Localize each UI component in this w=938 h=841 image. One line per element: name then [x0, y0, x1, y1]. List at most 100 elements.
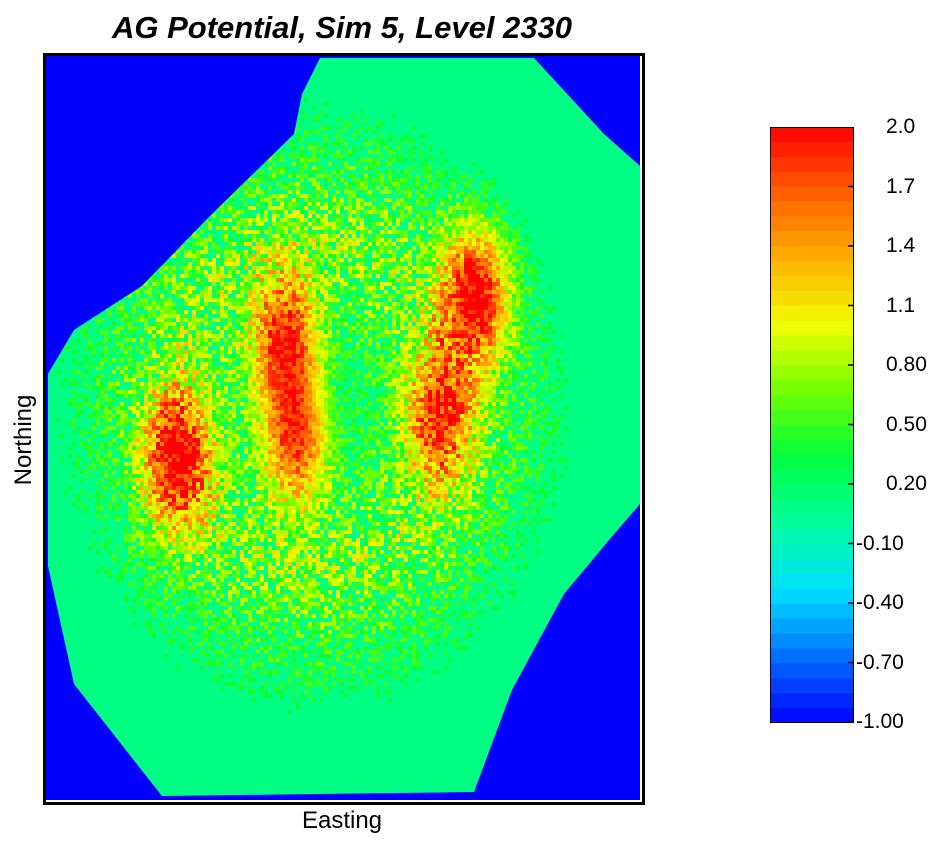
heatmap-cell	[488, 186, 492, 190]
heatmap-cell	[352, 166, 356, 170]
heatmap-cell	[556, 366, 560, 370]
heatmap-cell	[380, 294, 384, 298]
heatmap-cell	[312, 366, 316, 370]
heatmap-cell	[360, 218, 364, 222]
heatmap-cell	[300, 222, 304, 226]
heatmap-cell	[240, 294, 244, 298]
heatmap-cell	[436, 286, 440, 290]
heatmap-cell	[252, 346, 256, 350]
heatmap-cell	[192, 326, 196, 330]
heatmap-cell	[276, 382, 280, 386]
heatmap-cell	[512, 270, 516, 274]
heatmap-cell	[420, 150, 424, 154]
heatmap-cell	[260, 170, 264, 174]
heatmap-cell	[300, 166, 304, 170]
heatmap-cell	[340, 146, 344, 150]
heatmap-cell	[520, 326, 524, 330]
heatmap-cell	[336, 178, 340, 182]
heatmap-cell	[516, 246, 520, 250]
heatmap-cell	[492, 282, 496, 286]
heatmap-cell	[232, 262, 236, 266]
heatmap-cell	[464, 394, 468, 398]
heatmap-cell	[468, 378, 472, 382]
heatmap-cell	[440, 278, 444, 282]
heatmap-cell	[284, 266, 288, 270]
heatmap-cell	[324, 218, 328, 222]
heatmap-cell	[160, 318, 164, 322]
heatmap-cell	[312, 118, 316, 122]
heatmap-cell	[324, 294, 328, 298]
heatmap-cell	[276, 250, 280, 254]
heatmap-cell	[492, 330, 496, 334]
heatmap-cell	[288, 374, 292, 378]
heatmap-cell	[156, 386, 160, 390]
heatmap-cell	[356, 378, 360, 382]
heatmap-cell	[312, 386, 316, 390]
heatmap-cell	[316, 238, 320, 242]
heatmap-cell	[256, 274, 260, 278]
heatmap-cell	[244, 362, 248, 366]
heatmap-cell	[492, 302, 496, 306]
heatmap-cell	[308, 362, 312, 366]
heatmap-cell	[208, 334, 212, 338]
heatmap-cell	[296, 318, 300, 322]
heatmap-cell	[280, 330, 284, 334]
heatmap-cell	[388, 298, 392, 302]
heatmap-cell	[292, 222, 296, 226]
heatmap-cell	[432, 322, 436, 326]
heatmap-cell	[236, 362, 240, 366]
heatmap-cell	[464, 270, 468, 274]
heatmap-cell	[244, 350, 248, 354]
heatmap-cell	[352, 286, 356, 290]
heatmap-cell	[172, 386, 176, 390]
heatmap-cell	[392, 330, 396, 334]
heatmap-cell	[104, 378, 108, 382]
heatmap-cell	[232, 274, 236, 278]
heatmap-cell	[508, 250, 512, 254]
heatmap-cell	[280, 362, 284, 366]
heatmap-cell	[236, 290, 240, 294]
heatmap-cell	[256, 330, 260, 334]
heatmap-cell	[400, 202, 404, 206]
heatmap-cell	[272, 214, 276, 218]
heatmap-cell	[312, 218, 316, 222]
heatmap-cell	[296, 242, 300, 246]
heatmap-cell	[360, 374, 364, 378]
heatmap-cell	[300, 386, 304, 390]
heatmap-cell	[316, 190, 320, 194]
heatmap-cell	[308, 290, 312, 294]
heatmap-cell	[540, 362, 544, 366]
heatmap-cell	[144, 290, 148, 294]
heatmap-cell	[268, 298, 272, 302]
heatmap-cell	[420, 186, 424, 190]
heatmap-cell	[320, 282, 324, 286]
heatmap-cell	[400, 210, 404, 214]
heatmap-cell	[340, 262, 344, 266]
heatmap-cell	[520, 310, 524, 314]
heatmap-cell	[176, 394, 180, 398]
heatmap-cell	[436, 318, 440, 322]
heatmap-cell	[500, 206, 504, 210]
heatmap-cell	[408, 314, 412, 318]
heatmap-cell	[412, 294, 416, 298]
heatmap-cell	[336, 350, 340, 354]
heatmap-cell	[312, 378, 316, 382]
heatmap-cell	[180, 378, 184, 382]
heatmap-cell	[352, 210, 356, 214]
heatmap-cell	[420, 202, 424, 206]
heatmap-cell	[316, 154, 320, 158]
heatmap-cell	[516, 322, 520, 326]
heatmap-cell	[528, 386, 532, 390]
heatmap-cell	[232, 298, 236, 302]
heatmap-cell	[472, 218, 476, 222]
heatmap-cell	[356, 254, 360, 258]
heatmap-cell	[360, 110, 364, 114]
heatmap-cell	[360, 306, 364, 310]
heatmap-cell	[388, 162, 392, 166]
heatmap-cell	[356, 178, 360, 182]
heatmap-cell	[328, 174, 332, 178]
heatmap-cell	[212, 238, 216, 242]
heatmap-cell	[400, 382, 404, 386]
heatmap-cell	[380, 326, 384, 330]
heatmap-cell	[300, 210, 304, 214]
